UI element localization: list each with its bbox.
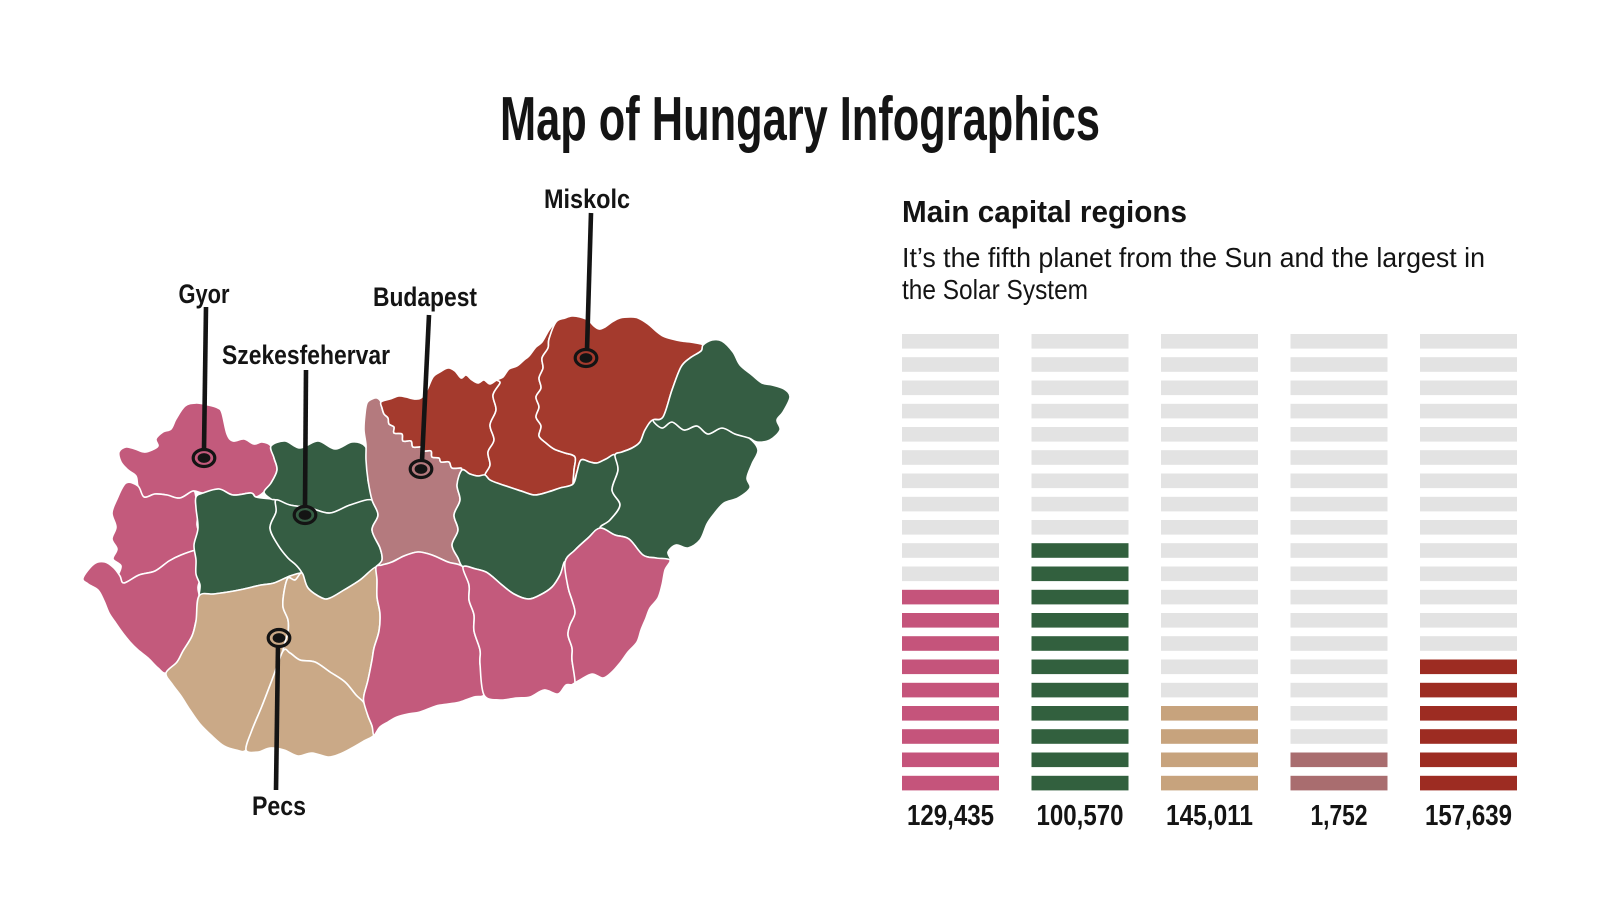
svg-text:1,752: 1,752	[1311, 800, 1368, 832]
svg-text:the Solar System: the Solar System	[902, 274, 1088, 305]
svg-text:Miskolc: Miskolc	[544, 184, 630, 214]
svg-text:It’s the fifth planet from the: It’s the fifth planet from the Sun and t…	[902, 242, 1485, 273]
svg-text:Budapest: Budapest	[373, 282, 477, 312]
svg-text:145,011: 145,011	[1166, 800, 1253, 832]
svg-text:Szekesfehervar: Szekesfehervar	[222, 340, 390, 370]
svg-text:129,435: 129,435	[907, 800, 994, 832]
svg-text:100,570: 100,570	[1037, 800, 1124, 832]
svg-text:Gyor: Gyor	[179, 279, 230, 309]
svg-text:157,639: 157,639	[1425, 800, 1512, 832]
svg-text:Main capital regions: Main capital regions	[902, 194, 1187, 229]
svg-text:Pecs: Pecs	[252, 791, 306, 821]
svg-text:Map of Hungary Infographics: Map of Hungary Infographics	[500, 84, 1100, 154]
